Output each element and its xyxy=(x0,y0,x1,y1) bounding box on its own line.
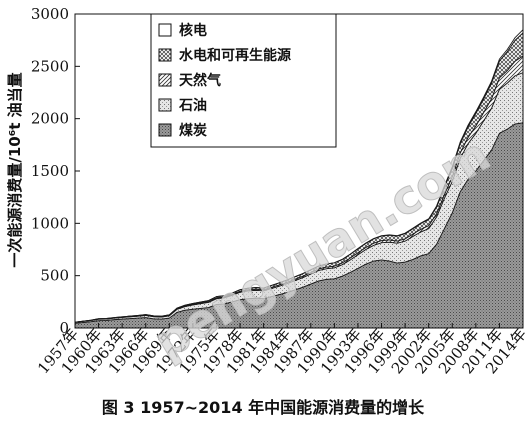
figure-caption: 图 3 1957~2014 年中国能源消费量的增长 xyxy=(102,398,425,417)
y-axis-label: 一次能源消费量/10⁶t 油当量 xyxy=(6,72,24,267)
legend-swatch-天然气 xyxy=(158,73,172,87)
y-tick-label: 1000 xyxy=(31,214,69,232)
legend-swatch-煤炭 xyxy=(158,123,172,137)
legend-label-水电和可再生能源: 水电和可再生能源 xyxy=(179,47,291,64)
legend-swatch-水电和可再生能源 xyxy=(158,48,172,62)
y-tick-label: 2000 xyxy=(31,110,69,128)
y-tick-label: 500 xyxy=(40,267,69,285)
y-tick-label: 0 xyxy=(59,319,69,337)
legend-box xyxy=(150,13,337,148)
legend-swatch-核电 xyxy=(158,23,172,37)
legend-swatch-石油 xyxy=(158,98,172,112)
legend-label-天然气: 天然气 xyxy=(179,72,221,89)
y-tick-label: 1500 xyxy=(31,162,69,180)
y-tick-label: 3000 xyxy=(31,5,69,23)
y-tick-labels: 0 500 1000 1500 2000 2500 3000 xyxy=(31,5,69,337)
x-tick-labels: 1957年1960年1963年1966年1969年1972年1975年1978年… xyxy=(34,325,526,377)
legend-label-核电: 核电 xyxy=(179,22,207,39)
legend-label-石油: 石油 xyxy=(178,97,207,114)
legend-label-煤炭: 煤炭 xyxy=(179,122,207,139)
y-tick-label: 2500 xyxy=(31,57,69,75)
